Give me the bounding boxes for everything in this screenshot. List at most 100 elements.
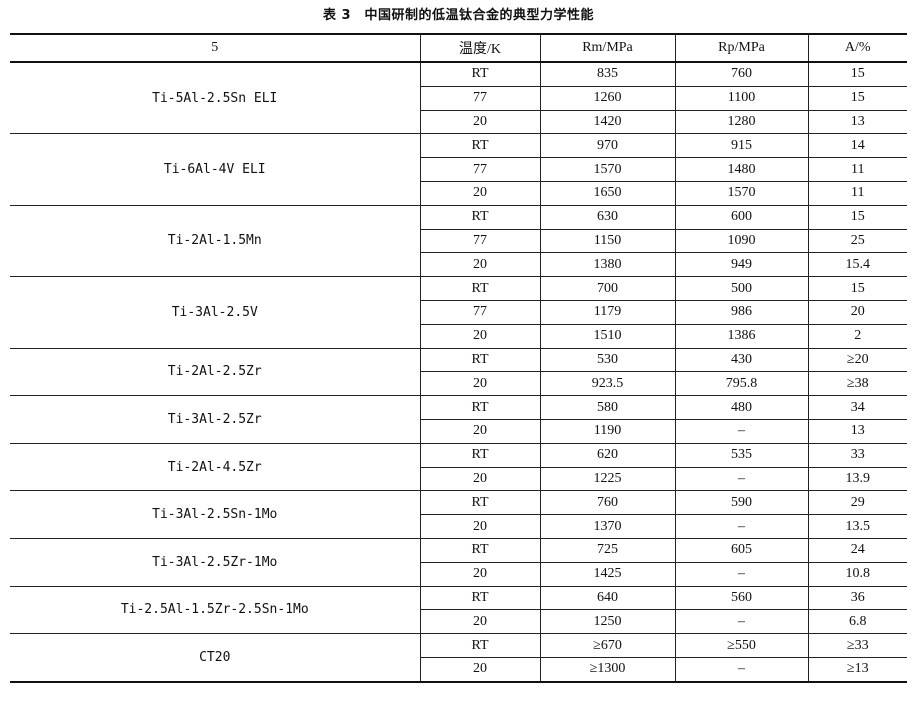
- temperature-cell: RT: [419, 585, 541, 611]
- rp-cell: 915: [674, 133, 809, 159]
- rp-cell: 430: [674, 347, 809, 373]
- table-row: Ti-2Al-2.5Zr RT 530 430 ≥20: [10, 347, 907, 397]
- header-elongation: A/%: [807, 33, 907, 63]
- elongation-cell: 20: [807, 299, 907, 325]
- elongation-cell: ≥33: [807, 633, 907, 658]
- table-row: 77 1260 1100 15: [10, 85, 907, 111]
- table-row: Ti-3Al-2.5Sn-1Mo RT 760 590 29: [10, 490, 907, 539]
- rm-cell: 1260: [539, 85, 676, 111]
- temperature-cell: 77: [419, 299, 541, 325]
- temperature-cell: 20: [419, 514, 541, 539]
- rm-cell: 1190: [539, 418, 676, 444]
- rp-cell: 600: [674, 204, 809, 230]
- table-row: Ti-2Al-1.5Mn RT 630 600 15: [10, 204, 907, 278]
- temperature-cell: 20: [419, 180, 541, 206]
- table-row: 77 1570 1480 11: [10, 157, 907, 182]
- table-row: Ti-6Al-4V ELI RT 970 915 14: [10, 133, 907, 206]
- alloy-cell: CT20: [10, 633, 421, 683]
- rm-cell: 1650: [539, 180, 676, 206]
- elongation-cell: ≥20: [807, 347, 907, 373]
- elongation-cell: 13: [807, 109, 907, 135]
- rp-cell: 480: [674, 395, 809, 420]
- alloy-cell: Ti-3Al-2.5Sn-1Mo: [10, 490, 421, 539]
- temperature-cell: 20: [419, 109, 541, 135]
- rm-cell: 1510: [539, 323, 676, 349]
- elongation-cell: 29: [807, 490, 907, 516]
- table-caption: 表 3 中国研制的低温钛合金的典型力学性能: [322, 8, 595, 23]
- table-row: 20 1425–10.8: [10, 561, 907, 587]
- table-row: Ti-3Al-2.5Zr RT 580 480 34: [10, 395, 907, 444]
- table-row: 77 1150 1090 25: [10, 228, 907, 254]
- elongation-cell: 15.4: [807, 252, 907, 278]
- rm-cell: 630: [539, 204, 676, 230]
- table-body: Ti-5Al-2.5Sn ELI RT 835 760 15 77 1260 1100 15 20…: [10, 61, 907, 683]
- alloy-cell: Ti-3Al-2.5V: [10, 276, 421, 349]
- elongation-cell: 15: [807, 61, 907, 87]
- table-row: Ti-3Al-2.5Zr-1Mo RT 725 605 24: [10, 537, 907, 587]
- rp-cell: –: [674, 561, 809, 587]
- rp-cell: 535: [674, 442, 809, 468]
- rp-cell: 1480: [674, 157, 809, 182]
- elongation-cell: 13: [807, 418, 907, 444]
- rp-cell: 560: [674, 585, 809, 611]
- elongation-cell: 24: [807, 537, 907, 563]
- elongation-cell: 14: [807, 133, 907, 159]
- alloy-cell: Ti-2Al-2.5Zr: [10, 347, 421, 397]
- alloy-cell: Ti-6Al-4V ELI: [10, 133, 421, 206]
- table-row: 20 1250–6.8: [10, 609, 907, 635]
- table-row: Ti-2.5Al-1.5Zr-2.5Sn-1Mo RT 640 560 36: [10, 585, 907, 635]
- table-row: CT20 RT ≥670 ≥550 ≥33: [10, 633, 907, 683]
- rp-cell: 795.8: [674, 371, 809, 397]
- table-row: 20 1420 1280 13: [10, 109, 907, 135]
- temperature-cell: 20: [419, 609, 541, 635]
- alloy-cell: Ti-3Al-2.5Zr-1Mo: [10, 537, 421, 587]
- temperature-cell: RT: [419, 204, 541, 230]
- temperature-cell: 20: [419, 466, 541, 492]
- rp-cell: 1386: [674, 323, 809, 349]
- temperature-cell: RT: [419, 537, 541, 563]
- temperature-cell: RT: [419, 490, 541, 516]
- temperature-cell: 20: [419, 371, 541, 397]
- table-row: 20 923.5 795.8 ≥38: [10, 371, 907, 397]
- rm-cell: 1179: [539, 299, 676, 325]
- alloy-cell: Ti-3Al-2.5Zr: [10, 395, 421, 444]
- elongation-cell: 11: [807, 157, 907, 182]
- rp-cell: –: [674, 609, 809, 635]
- temperature-cell: RT: [419, 276, 541, 301]
- temperature-cell: 20: [419, 656, 541, 683]
- rm-cell: 580: [539, 395, 676, 420]
- rm-cell: 970: [539, 133, 676, 159]
- table-row: Ti-3Al-2.5V RT 700 500 15: [10, 276, 907, 349]
- elongation-cell: 25: [807, 228, 907, 254]
- header-temperature: 温度/K: [419, 33, 541, 63]
- rp-cell: 1570: [674, 180, 809, 206]
- elongation-cell: 33: [807, 442, 907, 468]
- elongation-cell: 13.5: [807, 514, 907, 539]
- header-rp: Rp/MPa: [674, 33, 809, 63]
- temperature-cell: RT: [419, 347, 541, 373]
- rm-cell: ≥1300: [539, 656, 676, 683]
- alloy-cell: Ti-2.5Al-1.5Zr-2.5Sn-1Mo: [10, 585, 421, 635]
- rm-cell: 1380: [539, 252, 676, 278]
- elongation-cell: 34: [807, 395, 907, 420]
- temperature-cell: RT: [419, 633, 541, 658]
- temperature-cell: RT: [419, 61, 541, 87]
- elongation-cell: 6.8: [807, 609, 907, 635]
- rp-cell: 949: [674, 252, 809, 278]
- elongation-cell: ≥13: [807, 656, 907, 683]
- rm-cell: 1425: [539, 561, 676, 587]
- header-alloy: 5: [10, 33, 421, 63]
- elongation-cell: 36: [807, 585, 907, 611]
- elongation-cell: 15: [807, 276, 907, 301]
- rp-cell: –: [674, 418, 809, 444]
- rm-cell: 640: [539, 585, 676, 611]
- temperature-cell: RT: [419, 395, 541, 420]
- rp-cell: 1280: [674, 109, 809, 135]
- rm-cell: 835: [539, 61, 676, 87]
- rm-cell: ≥670: [539, 633, 676, 658]
- alloy-cell: Ti-2Al-1.5Mn: [10, 204, 421, 278]
- header-rm: Rm/MPa: [539, 33, 676, 63]
- rm-cell: 1420: [539, 109, 676, 135]
- temperature-cell: 77: [419, 157, 541, 182]
- rp-cell: –: [674, 656, 809, 683]
